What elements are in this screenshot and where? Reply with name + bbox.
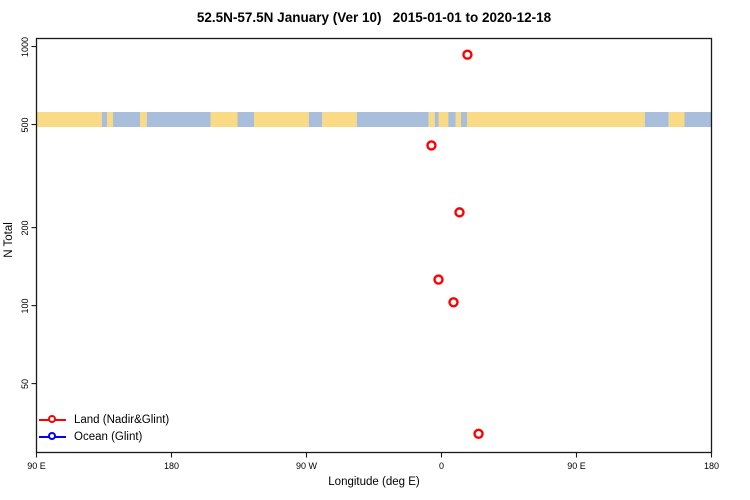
land-ocean-strip-segment-ocean <box>434 112 439 127</box>
x-tick-label: 0 <box>438 460 445 471</box>
land-ocean-strip-segment-land <box>210 112 238 127</box>
land-ocean-strip-segment-land <box>36 112 102 127</box>
x-tick-label: 180 <box>163 460 180 471</box>
legend-label-ocean: Ocean (Glint) <box>74 430 143 443</box>
legend: Land (Nadir&Glint) Ocean (Glint) <box>39 411 169 445</box>
land-ocean-strip-segment-land <box>107 112 113 127</box>
x-axis-title: Longitude (deg E) <box>328 476 420 488</box>
x-tick-label: 90 W <box>295 460 318 471</box>
data-point <box>462 49 473 60</box>
y-tick-label: 50 <box>20 378 30 389</box>
land-ocean-strip-segment-ocean <box>113 112 140 127</box>
land-ocean-strip-segment-land <box>322 112 357 127</box>
land-ocean-strip-segment-ocean <box>684 112 712 127</box>
land-ocean-strip-segment-ocean <box>461 112 467 127</box>
ocean-series-marker-icon <box>39 431 66 442</box>
land-ocean-strip-segment-ocean <box>644 112 669 127</box>
data-point <box>473 428 484 440</box>
land-ocean-strip-segment-land <box>428 112 435 127</box>
land-ocean-strip-segment-ocean <box>308 112 323 127</box>
land-ocean-strip-segment-ocean <box>101 112 107 127</box>
y-axis-title: N Total <box>3 222 15 258</box>
land-ocean-strip-segment-ocean <box>448 112 456 127</box>
land-ocean-strip-segment-ocean <box>356 112 429 127</box>
data-point <box>454 207 465 218</box>
legend-item-ocean: Ocean (Glint) <box>39 428 169 445</box>
data-point <box>433 274 444 285</box>
land-ocean-strip-segment-ocean <box>146 112 211 127</box>
land-ocean-strip-segment-land <box>140 112 147 127</box>
land-series-marker-icon <box>39 414 66 425</box>
land-ocean-strip-segment-ocean <box>237 112 254 127</box>
legend-label-land: Land (Nadir&Glint) <box>74 413 170 426</box>
x-tick-label: 180 <box>703 460 720 471</box>
land-ocean-strip-segment-land <box>668 112 685 127</box>
chart-title: 52.5N-57.5N January (Ver 10) 2015-01-01 … <box>196 10 552 25</box>
y-tick-label: 200 <box>20 220 30 236</box>
land-ocean-strip-segment-land <box>467 112 645 127</box>
land-ocean-strip-segment-land <box>254 112 309 127</box>
x-tick-label: 90 E <box>27 460 46 471</box>
data-point <box>448 297 459 308</box>
land-ocean-strip-segment-land <box>438 112 449 127</box>
x-tick-label: 90 E <box>567 460 586 471</box>
y-tick-label: 500 <box>20 117 30 133</box>
y-tick-label: 100 <box>20 298 30 314</box>
data-point <box>426 140 437 151</box>
land-ocean-strip-segment-land <box>455 112 461 127</box>
plot-border <box>35 37 713 454</box>
legend-item-land: Land (Nadir&Glint) <box>39 411 169 428</box>
y-tick-label: 1000 <box>20 36 30 57</box>
